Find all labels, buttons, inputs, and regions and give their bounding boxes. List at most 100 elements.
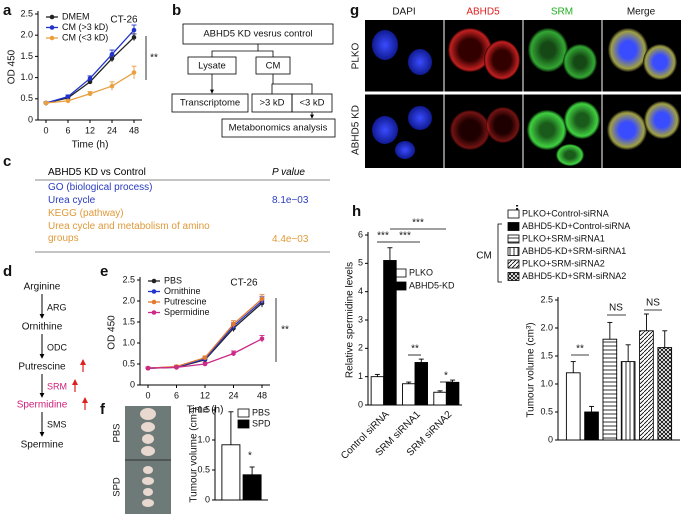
legend-marker bbox=[151, 310, 157, 315]
nucleus bbox=[395, 141, 415, 159]
bar bbox=[383, 260, 397, 406]
merge-image bbox=[607, 28, 680, 150]
channel-label: SRM bbox=[551, 7, 573, 18]
data-point bbox=[87, 76, 93, 81]
x-tick-label: 6 bbox=[174, 390, 179, 400]
y-tick-label: 2.0 bbox=[540, 322, 553, 332]
annotation: NS bbox=[646, 298, 660, 309]
x-axis-label: Time (h) bbox=[187, 405, 224, 416]
y-tick-label: 1.0 bbox=[20, 72, 33, 82]
legend-swatch bbox=[507, 234, 520, 244]
tumour bbox=[142, 434, 154, 444]
legend-label: CM (>3 kD) bbox=[62, 22, 108, 32]
data-point bbox=[259, 336, 265, 342]
cell bbox=[556, 144, 584, 166]
panel-label: a bbox=[3, 2, 12, 19]
y-tick-label: 1.0 bbox=[540, 378, 553, 388]
data-point bbox=[87, 91, 93, 97]
bar bbox=[565, 372, 581, 441]
legend-label: ABHD5-KD+SRM-siRNA1 bbox=[522, 246, 626, 256]
legend-label: Ornithine bbox=[164, 286, 201, 296]
bar bbox=[620, 361, 636, 441]
data-point bbox=[231, 321, 236, 327]
data-point bbox=[259, 296, 265, 302]
legend-label: PBS bbox=[164, 275, 182, 285]
legend-label: SPD bbox=[252, 418, 271, 428]
data-point bbox=[43, 100, 49, 106]
panel-label: b bbox=[172, 2, 181, 19]
data-point bbox=[87, 79, 93, 85]
y-tick-label: 2.5 bbox=[122, 274, 135, 284]
y-tick-label: 6 bbox=[358, 229, 363, 239]
panel-label: c bbox=[3, 153, 11, 170]
data-point bbox=[131, 27, 137, 33]
legend-swatch bbox=[394, 268, 407, 278]
data-point bbox=[145, 365, 151, 371]
annotation: ** bbox=[411, 344, 419, 355]
legend-swatch bbox=[507, 209, 520, 219]
data-point bbox=[174, 365, 179, 370]
bar bbox=[657, 347, 673, 441]
y-axis-label: OD 450 bbox=[107, 315, 118, 350]
panel-label: h bbox=[352, 203, 361, 220]
y-tick-label: 0 bbox=[358, 399, 363, 409]
row-label: PLKO bbox=[351, 42, 362, 69]
legend-marker bbox=[151, 278, 157, 284]
legend-label: PBS bbox=[252, 407, 270, 417]
bar bbox=[445, 381, 460, 406]
annotation: * bbox=[444, 371, 448, 382]
legend-label: DMEM bbox=[62, 11, 90, 21]
image-separators bbox=[365, 20, 681, 168]
panel-label: e bbox=[100, 263, 108, 280]
y-tick-label: 0.5 bbox=[122, 358, 135, 368]
legend-label: CM (<3 kD) bbox=[62, 32, 108, 42]
cell bbox=[563, 44, 597, 80]
data-point bbox=[202, 355, 208, 361]
legend-marker bbox=[49, 14, 55, 20]
y-tick-label: 1.5 bbox=[122, 316, 135, 326]
data-point bbox=[65, 94, 71, 99]
box-label: <3 kD bbox=[299, 98, 324, 109]
legend-title: CM bbox=[476, 251, 492, 262]
bar bbox=[584, 411, 599, 441]
annotation: CT-26 bbox=[110, 15, 138, 26]
legend-label: ABHD5-KD+Control-siRNA bbox=[522, 221, 630, 231]
legend-swatch bbox=[394, 281, 407, 291]
tumour bbox=[141, 446, 155, 456]
y-tick-label: 2.5 bbox=[20, 8, 33, 18]
y-tick-label: 0 bbox=[548, 434, 553, 444]
enzyme: ODC bbox=[47, 342, 68, 352]
cell bbox=[528, 28, 568, 72]
legend-marker bbox=[151, 289, 157, 294]
cell bbox=[527, 110, 567, 150]
tumour-photo bbox=[125, 406, 171, 514]
box-label: Transcriptome bbox=[180, 98, 240, 109]
connector bbox=[271, 74, 313, 94]
x-tick-label: 24 bbox=[228, 390, 238, 400]
x-axis-label: Time (h) bbox=[72, 140, 109, 151]
x-tick-label: 48 bbox=[129, 125, 139, 135]
data-point bbox=[202, 361, 208, 367]
annotation: *** bbox=[399, 231, 411, 242]
metabolite: Arginine bbox=[24, 282, 61, 293]
legend-swatch bbox=[507, 247, 520, 256]
y-tick-label: 0 bbox=[205, 494, 210, 504]
annotation: NS bbox=[609, 303, 623, 314]
photo-label: PBS bbox=[112, 423, 123, 442]
microscopy-grid bbox=[365, 20, 681, 168]
metabolite: Spermidine bbox=[17, 400, 68, 411]
cell bbox=[564, 101, 600, 139]
x-tick-label: 48 bbox=[257, 390, 267, 400]
dapi-image bbox=[372, 30, 432, 159]
legend-swatch bbox=[507, 259, 520, 269]
y-tick-label: 1.5 bbox=[540, 350, 553, 360]
cell bbox=[484, 40, 520, 80]
legend-marker bbox=[49, 25, 55, 30]
legend-swatch bbox=[237, 408, 250, 418]
box bbox=[171, 93, 249, 113]
cell bbox=[607, 110, 647, 150]
legend-marker bbox=[151, 299, 157, 305]
y-axis-label: OD 450 bbox=[7, 49, 18, 84]
